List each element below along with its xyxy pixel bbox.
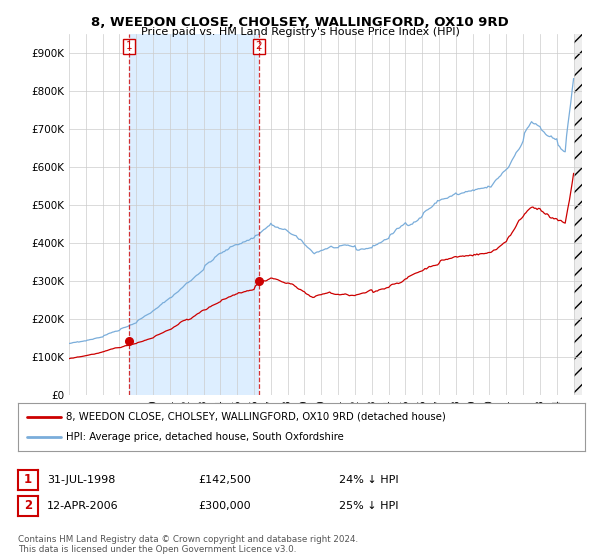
Text: 31-JUL-1998: 31-JUL-1998 — [47, 475, 115, 485]
Bar — [129, 34, 259, 395]
Text: £300,000: £300,000 — [198, 501, 251, 511]
Text: 12-APR-2006: 12-APR-2006 — [47, 501, 118, 511]
Text: 2: 2 — [24, 499, 32, 512]
Text: £142,500: £142,500 — [198, 475, 251, 485]
Text: 25% ↓ HPI: 25% ↓ HPI — [339, 501, 398, 511]
Bar — [574, 34, 582, 395]
Text: 1: 1 — [24, 473, 32, 487]
Text: 24% ↓ HPI: 24% ↓ HPI — [339, 475, 398, 485]
Text: Contains HM Land Registry data © Crown copyright and database right 2024.
This d: Contains HM Land Registry data © Crown c… — [18, 535, 358, 554]
Text: Price paid vs. HM Land Registry's House Price Index (HPI): Price paid vs. HM Land Registry's House … — [140, 27, 460, 37]
Text: 1: 1 — [126, 41, 133, 51]
Text: 8, WEEDON CLOSE, CHOLSEY, WALLINGFORD, OX10 9RD: 8, WEEDON CLOSE, CHOLSEY, WALLINGFORD, O… — [91, 16, 509, 29]
Text: 2: 2 — [256, 41, 262, 51]
Text: HPI: Average price, detached house, South Oxfordshire: HPI: Average price, detached house, Sout… — [66, 432, 344, 442]
Text: 8, WEEDON CLOSE, CHOLSEY, WALLINGFORD, OX10 9RD (detached house): 8, WEEDON CLOSE, CHOLSEY, WALLINGFORD, O… — [66, 412, 446, 422]
